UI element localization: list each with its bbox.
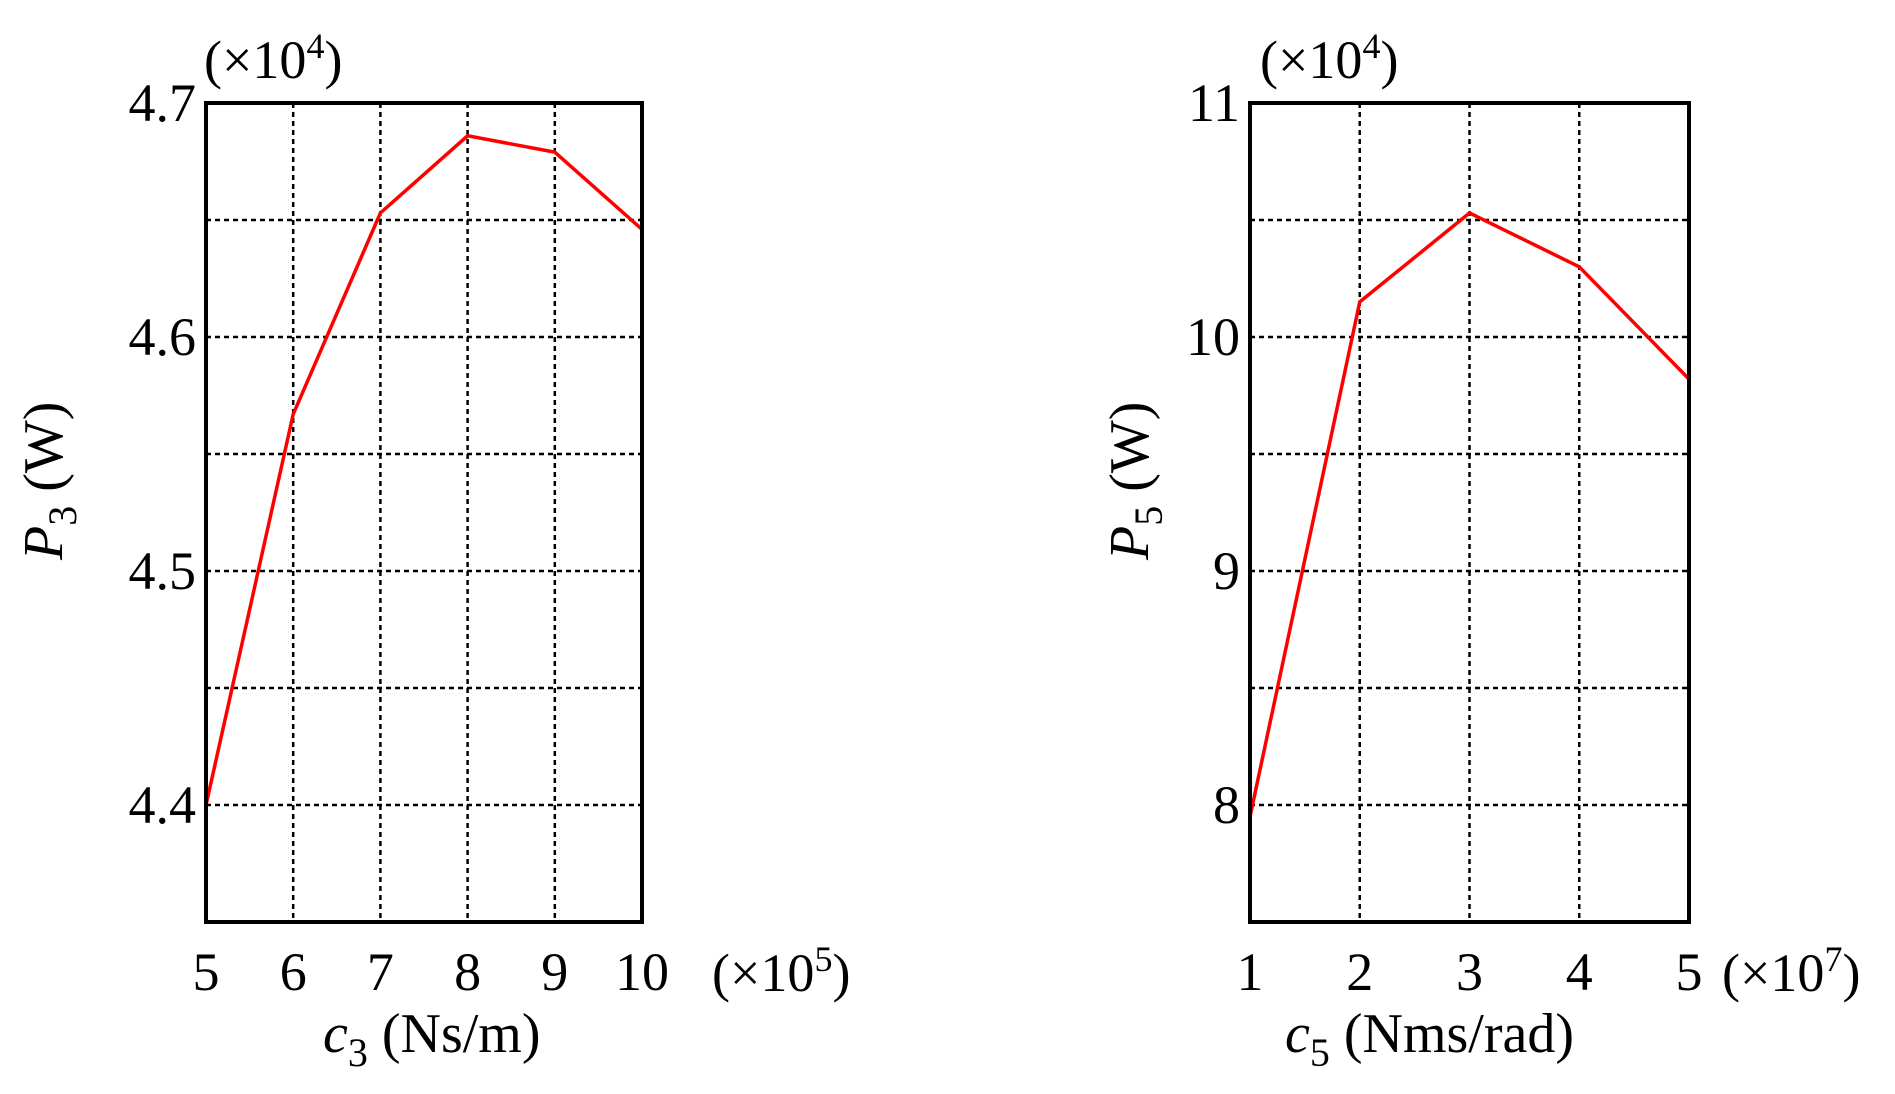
y-tick-label-right-1: 9 bbox=[1213, 541, 1240, 601]
x-tick-label-right-1: 2 bbox=[1346, 942, 1373, 1002]
y-axis-label-right: P5 (W) bbox=[1099, 402, 1171, 561]
ticks-right: 1 2 3 4 5 8 9 10 11 bbox=[1186, 73, 1703, 1002]
y-tick-label-right-3: 11 bbox=[1188, 73, 1240, 133]
x-tick-label-left-3: 8 bbox=[454, 942, 481, 1002]
chart-left: 5 6 7 8 9 10 4.4 4.5 4.6 4.7 (×104) (×105) c3 (Ns… bbox=[13, 26, 850, 1075]
x-axis-label-right: c5 (Nms/rad) bbox=[1285, 1003, 1574, 1075]
y-tick-label-left-2: 4.6 bbox=[129, 307, 197, 367]
y-axis-label-left: P3 (W) bbox=[13, 402, 85, 561]
y-tick-label-right-0: 8 bbox=[1213, 775, 1240, 835]
ticks-left: 5 6 7 8 9 10 4.4 4.5 4.6 4.7 bbox=[129, 73, 670, 1002]
x-tick-label-right-0: 1 bbox=[1237, 942, 1264, 1002]
x-multiplier-left: (×105) bbox=[712, 939, 850, 1003]
chart-right: 1 2 3 4 5 8 9 10 11 (×104) (×107) c5 (Nms/rad) P… bbox=[1099, 26, 1860, 1075]
y-tick-label-left-0: 4.4 bbox=[129, 775, 197, 835]
y-tick-label-right-2: 10 bbox=[1186, 307, 1240, 367]
x-tick-label-left-4: 9 bbox=[541, 942, 568, 1002]
grid-left bbox=[206, 101, 642, 922]
plot-frame-right bbox=[1248, 101, 1691, 924]
x-tick-label-left-2: 7 bbox=[367, 942, 394, 1002]
x-tick-label-right-2: 3 bbox=[1456, 942, 1483, 1002]
y-multiplier-right: (×104) bbox=[1260, 26, 1398, 90]
x-multiplier-right: (×107) bbox=[1722, 939, 1860, 1003]
x-tick-label-left-1: 6 bbox=[280, 942, 307, 1002]
y-multiplier-left: (×104) bbox=[204, 26, 342, 90]
series-line-right bbox=[1248, 210, 1691, 818]
plot-frame-left bbox=[204, 101, 644, 924]
x-tick-label-left-0: 5 bbox=[193, 942, 220, 1002]
x-tick-label-right-3: 4 bbox=[1566, 942, 1593, 1002]
x-tick-label-left-5: 10 bbox=[615, 942, 669, 1002]
x-axis-label-left: c3 (Ns/m) bbox=[323, 1003, 541, 1075]
x-tick-label-right-4: 5 bbox=[1676, 942, 1703, 1002]
y-tick-label-left-3: 4.7 bbox=[129, 73, 197, 133]
y-tick-label-left-1: 4.5 bbox=[129, 541, 197, 601]
series-line-left bbox=[204, 133, 644, 806]
